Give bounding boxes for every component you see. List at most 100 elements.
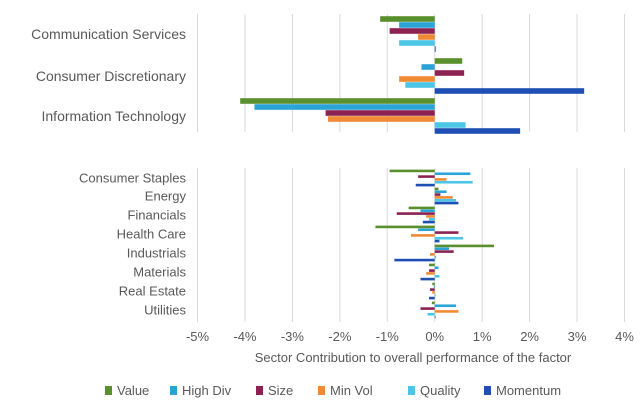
- bar-value: [434, 58, 463, 64]
- bar-size: [418, 175, 435, 178]
- bar-high-div: [434, 172, 471, 176]
- x-tick-label: 4%: [615, 329, 634, 344]
- bar-size: [420, 307, 435, 310]
- legend-swatch: [105, 386, 112, 395]
- x-tick-label: -3%: [281, 329, 305, 344]
- legend-swatch: [170, 386, 177, 395]
- x-tick-label: -1%: [376, 329, 400, 344]
- bar-quality: [434, 198, 457, 202]
- bar-min-vol: [429, 253, 435, 256]
- bar-high-div: [434, 190, 447, 194]
- bar-size: [434, 250, 454, 253]
- legend-swatch: [318, 386, 325, 395]
- category-label: Health Care: [117, 227, 186, 242]
- bar-high-div: [421, 64, 435, 70]
- legend-label: Quality: [420, 383, 461, 398]
- bar-quality: [405, 82, 435, 88]
- bar-quality: [434, 274, 440, 278]
- category-label: Communication Services: [31, 26, 186, 42]
- x-tick-label: -2%: [328, 329, 352, 344]
- bar-value: [240, 98, 435, 104]
- bar-size: [429, 288, 435, 291]
- legend-label: Value: [117, 383, 149, 398]
- bar-momentum: [420, 277, 435, 281]
- x-tick-label: 2%: [520, 329, 539, 344]
- legend-label: Min Vol: [330, 383, 373, 398]
- bar-value: [432, 282, 435, 286]
- bar-momentum: [434, 46, 436, 52]
- bar-size: [396, 212, 435, 215]
- bar-value: [389, 169, 435, 173]
- bar-value: [408, 206, 435, 210]
- bar-momentum: [434, 201, 459, 205]
- category-label: Consumer Staples: [79, 171, 186, 186]
- legend-label: Momentum: [496, 383, 561, 398]
- bar-size: [325, 110, 435, 116]
- legend: Value High Div Size Min Vol Quality Momentum: [105, 383, 561, 398]
- bar-size: [389, 28, 435, 34]
- bar-momentum: [429, 296, 435, 300]
- x-tick-label: -4%: [233, 329, 257, 344]
- bar-momentum: [415, 183, 435, 187]
- legend-swatch: [408, 386, 415, 395]
- bar-quality: [434, 293, 436, 297]
- bar-high-div: [254, 104, 435, 110]
- x-axis-label: Sector Contribution to overall performan…: [255, 350, 572, 365]
- bar-momentum: [434, 315, 436, 319]
- x-tick-labels: -5% -4% -3% -2% -1% 0% 1% 2% 3% 4%: [186, 329, 634, 344]
- bar-momentum: [434, 128, 521, 134]
- bar-min-vol: [426, 272, 435, 275]
- category-label: Materials: [133, 265, 186, 280]
- bar-high-div: [399, 22, 435, 28]
- category-label: Real Estate: [119, 284, 186, 299]
- category-label: Financials: [127, 208, 186, 223]
- legend-swatch: [484, 386, 491, 395]
- bar-quality: [427, 312, 435, 316]
- bar-momentum: [422, 220, 435, 224]
- bar-momentum: [434, 88, 585, 94]
- bar-quality: [434, 255, 437, 259]
- legend-swatch: [256, 386, 263, 395]
- x-tick-label: 0%: [425, 329, 444, 344]
- bar-min-vol: [426, 215, 435, 218]
- bar-high-div: [433, 285, 435, 289]
- bar-min-vol: [434, 196, 453, 199]
- x-tick-label: 1%: [473, 329, 492, 344]
- legend-label: High Div: [182, 383, 232, 398]
- bar-momentum: [394, 258, 435, 262]
- category-label: Consumer Discretionary: [36, 68, 186, 84]
- category-label: Industrials: [127, 246, 187, 261]
- bar-quality: [434, 180, 473, 184]
- bar-value: [380, 16, 435, 22]
- bar-min-vol: [327, 116, 435, 122]
- bar-size: [434, 231, 459, 234]
- category-label: Utilities: [144, 303, 186, 318]
- bar-min-vol: [434, 178, 447, 181]
- bar-min-vol: [418, 34, 435, 40]
- bar-quality: [399, 40, 435, 46]
- bar-min-vol: [432, 291, 435, 294]
- bar-high-div: [434, 304, 457, 308]
- bar-min-vol: [434, 310, 459, 313]
- bar-value: [431, 301, 435, 305]
- bar-value: [434, 244, 495, 248]
- bar-momentum: [434, 239, 440, 243]
- bar-value: [429, 263, 435, 267]
- bar-high-div: [418, 228, 435, 232]
- bar-quality: [429, 217, 435, 221]
- bar-high-div: [434, 266, 439, 270]
- gridlines: [197, 14, 625, 322]
- bar-high-div: [420, 209, 435, 213]
- bar-min-vol: [399, 76, 435, 82]
- bar-quality: [434, 122, 466, 128]
- x-tick-label: 3%: [568, 329, 587, 344]
- bar-value: [434, 187, 439, 191]
- category-label: Energy: [145, 189, 187, 204]
- bar-size: [434, 70, 465, 76]
- x-tick-label: -5%: [186, 329, 210, 344]
- bar-size: [429, 269, 435, 272]
- bars: [240, 16, 585, 319]
- category-labels: Communication Services Consumer Discretio…: [31, 26, 186, 318]
- bar-size: [434, 193, 441, 196]
